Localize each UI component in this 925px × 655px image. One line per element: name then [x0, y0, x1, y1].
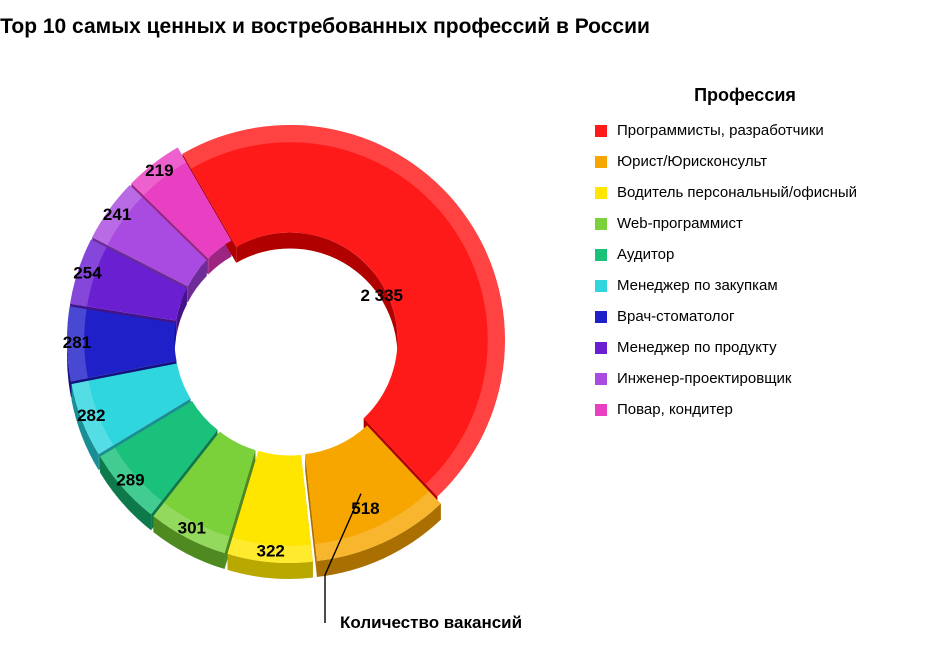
legend-item-2: Водитель персональный/офисный: [595, 184, 895, 201]
slice-label-0: 2 335: [360, 286, 403, 305]
legend-item-4: Аудитор: [595, 246, 895, 263]
slice-label-2: 322: [257, 542, 285, 561]
legend-swatch-5: [595, 280, 607, 292]
legend-swatch-1: [595, 156, 607, 168]
legend-label-8: Инженер-проектировщик: [617, 370, 791, 387]
chart-container: Top 10 самых ценных и востребованных про…: [0, 0, 925, 655]
legend-item-7: Менеджер по продукту: [595, 339, 895, 356]
legend-label-2: Водитель персональный/офисный: [617, 184, 857, 201]
legend-label-9: Повар, кондитер: [617, 401, 733, 418]
slice-label-7: 254: [73, 263, 102, 282]
legend: Профессия Программисты, разработчики Юрис…: [595, 85, 895, 432]
slice-label-8: 241: [103, 205, 131, 224]
legend-label-7: Менеджер по продукту: [617, 339, 777, 356]
legend-swatch-7: [595, 342, 607, 354]
slice-label-4: 289: [116, 471, 144, 490]
legend-swatch-3: [595, 218, 607, 230]
donut-svg: 2 335 518 322 301 289 282 281 254 241 219: [20, 75, 560, 635]
legend-title: Профессия: [595, 85, 895, 106]
legend-label-0: Программисты, разработчики: [617, 122, 824, 139]
legend-swatch-4: [595, 249, 607, 261]
legend-label-3: Web-программист: [617, 215, 743, 232]
legend-item-8: Инженер-проектировщик: [595, 370, 895, 387]
slice-label-5: 282: [77, 406, 105, 425]
legend-swatch-9: [595, 404, 607, 416]
legend-item-9: Повар, кондитер: [595, 401, 895, 418]
chart-title: Top 10 самых ценных и востребованных про…: [0, 14, 650, 40]
callout-label: Количество вакансий: [340, 613, 522, 633]
legend-item-5: Менеджер по закупкам: [595, 277, 895, 294]
donut-chart: 2 335 518 322 301 289 282 281 254 241 219: [20, 75, 560, 615]
slice-label-9: 219: [145, 161, 173, 180]
legend-label-1: Юрист/Юрисконсульт: [617, 153, 767, 170]
legend-item-3: Web-программист: [595, 215, 895, 232]
legend-swatch-8: [595, 373, 607, 385]
legend-label-6: Врач-стоматолог: [617, 308, 735, 325]
legend-swatch-0: [595, 125, 607, 137]
legend-item-6: Врач-стоматолог: [595, 308, 895, 325]
legend-label-4: Аудитор: [617, 246, 674, 263]
legend-items: Программисты, разработчики Юрист/Юрисконс…: [595, 122, 895, 418]
legend-label-5: Менеджер по закупкам: [617, 277, 778, 294]
slice-label-3: 301: [178, 519, 206, 538]
legend-swatch-6: [595, 311, 607, 323]
legend-item-1: Юрист/Юрисконсульт: [595, 153, 895, 170]
legend-swatch-2: [595, 187, 607, 199]
slice-label-1: 518: [351, 499, 379, 518]
legend-item-0: Программисты, разработчики: [595, 122, 895, 139]
slice-label-6: 281: [63, 333, 91, 352]
